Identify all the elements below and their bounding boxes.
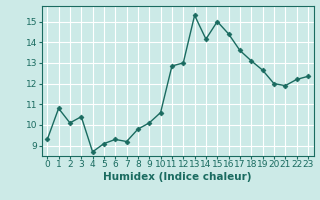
X-axis label: Humidex (Indice chaleur): Humidex (Indice chaleur) [103, 172, 252, 182]
